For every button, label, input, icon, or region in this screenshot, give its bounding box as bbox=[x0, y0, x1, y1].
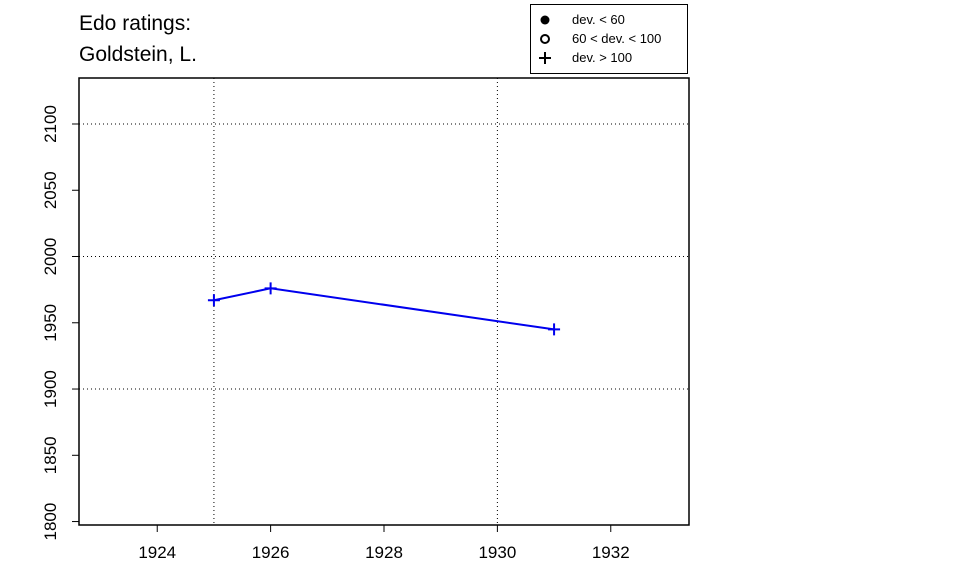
marker bbox=[264, 282, 277, 295]
legend-marker bbox=[540, 15, 550, 25]
x-tick-label: 1926 bbox=[252, 543, 290, 562]
chart-subtitle: Goldstein, L. bbox=[79, 43, 197, 66]
plot-frame bbox=[78, 77, 690, 526]
x-tick-label: 1924 bbox=[138, 543, 176, 562]
legend-label: dev. < 60 bbox=[572, 12, 625, 27]
chart-title: Edo ratings: bbox=[79, 12, 191, 35]
legend-label: dev. > 100 bbox=[572, 50, 632, 65]
y-tick-label: 2100 bbox=[41, 105, 60, 143]
legend-label: 60 < dev. < 100 bbox=[572, 31, 661, 46]
marker bbox=[548, 323, 561, 336]
y-tick-label: 1850 bbox=[41, 436, 60, 474]
line bbox=[213, 287, 555, 331]
y-tick-label: 2000 bbox=[41, 238, 60, 276]
y-tick-label: 1950 bbox=[41, 304, 60, 342]
legend-box bbox=[530, 4, 688, 74]
x-tick-label: 1930 bbox=[478, 543, 516, 562]
legend-marker bbox=[539, 52, 551, 64]
y-tick-label: 1800 bbox=[41, 503, 60, 541]
x-tick-label: 1928 bbox=[365, 543, 403, 562]
y-tick-label: 1900 bbox=[41, 370, 60, 408]
x-tick-label: 1932 bbox=[592, 543, 630, 562]
legend-marker bbox=[540, 34, 550, 44]
y-tick-label: 2050 bbox=[41, 171, 60, 209]
marker bbox=[207, 294, 220, 307]
